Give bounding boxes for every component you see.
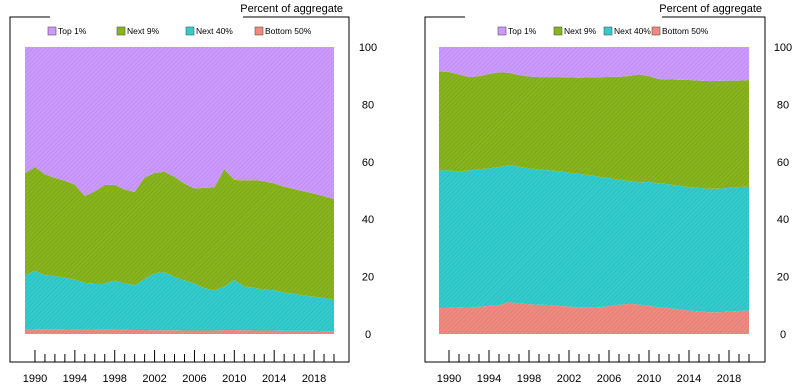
area-hatch-next-40 — [25, 270, 334, 332]
y-tick-label: 0 — [780, 329, 786, 341]
legend-swatch — [553, 26, 563, 36]
chart-panel-1: Percent of aggregate 0 20 40 60 80 100 1990 1994… — [9, 3, 377, 385]
x-tick-label: 2002 — [557, 373, 581, 385]
area-hatch-bottom-50 — [25, 329, 334, 334]
legend-label: Top 1% — [58, 26, 87, 36]
x-tick-label: 2014 — [262, 373, 286, 385]
y-tick-label: 80 — [777, 99, 789, 111]
area-hatch-bottom-50 — [439, 301, 749, 334]
y-tick-label: 40 — [777, 214, 789, 226]
y-axis-label: Percent of aggregate — [240, 3, 343, 15]
chart-panel-2: Percent of aggregate 0 20 40 60 80 100 1990 1994… — [424, 3, 792, 385]
y-tick-label: 80 — [362, 99, 374, 111]
legend-label: Next 9% — [564, 26, 597, 36]
legend-label: Next 40% — [614, 26, 651, 36]
legend-swatch — [254, 26, 264, 36]
x-tick-label: 2014 — [677, 373, 701, 385]
x-tick-label: 1994 — [63, 373, 87, 385]
legend-label: Next 40% — [196, 26, 233, 36]
x-tick-label: 1994 — [477, 373, 501, 385]
area-hatch-top-1 — [439, 47, 749, 82]
x-tick-label: 2018 — [717, 373, 741, 385]
x-tick-label: 2010 — [637, 373, 661, 385]
x-tick-label: 2006 — [597, 373, 621, 385]
x-tick-label: 2002 — [142, 373, 166, 385]
y-tick-label: 60 — [777, 157, 789, 169]
legend-swatch — [116, 26, 126, 36]
legend-swatch — [185, 26, 195, 36]
x-tick-label: 1998 — [102, 373, 126, 385]
y-tick-label: 40 — [362, 214, 374, 226]
area-hatch-next-9 — [25, 166, 334, 300]
x-tick-label: 2006 — [182, 373, 206, 385]
legend-swatch — [497, 26, 507, 36]
x-tick-label: 1990 — [437, 373, 461, 385]
area-hatch-top-1 — [25, 47, 334, 200]
legend-label: Next 9% — [127, 26, 160, 36]
x-tick-label: 2018 — [302, 373, 326, 385]
area-hatch-next-9 — [439, 71, 749, 189]
y-tick-label: 0 — [365, 329, 371, 341]
area-hatch-next-40 — [439, 165, 749, 313]
y-tick-label: 100 — [359, 42, 377, 54]
legend-label: Top 1% — [508, 26, 537, 36]
y-tick-label: 20 — [777, 272, 789, 284]
x-tick-label: 1990 — [23, 373, 47, 385]
y-axis-label: Percent of aggregate — [659, 3, 762, 15]
legend-swatch — [47, 26, 57, 36]
legend-label: Bottom 50% — [265, 26, 312, 36]
legend-label: Bottom 50% — [662, 26, 709, 36]
y-tick-label: 60 — [362, 157, 374, 169]
y-tick-label: 20 — [362, 272, 374, 284]
legend-swatch — [603, 26, 613, 36]
x-tick-label: 2010 — [222, 373, 246, 385]
x-tick-label: 1998 — [517, 373, 541, 385]
legend-swatch — [651, 26, 661, 36]
y-tick-label: 100 — [774, 42, 792, 54]
